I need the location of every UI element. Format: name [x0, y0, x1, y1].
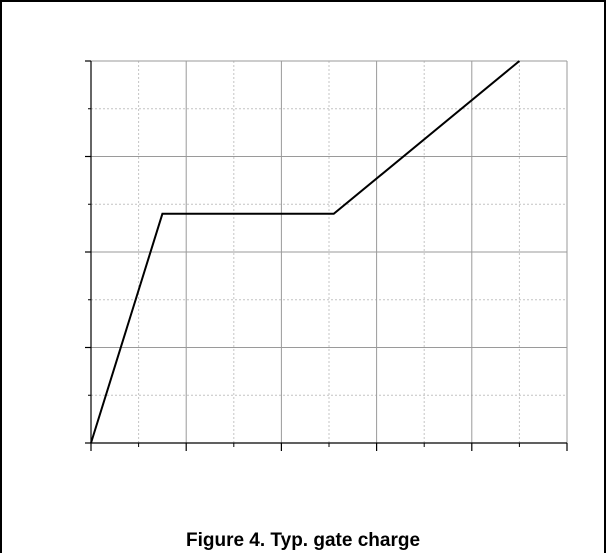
series-layer — [90, 60, 521, 444]
figure-caption: Figure 4. Typ. gate charge — [185, 530, 421, 551]
grid-layer — [91, 61, 567, 443]
gate-charge-curve — [90, 60, 521, 444]
gate-charge-chart — [85, 60, 568, 451]
axis-layer — [85, 60, 568, 451]
